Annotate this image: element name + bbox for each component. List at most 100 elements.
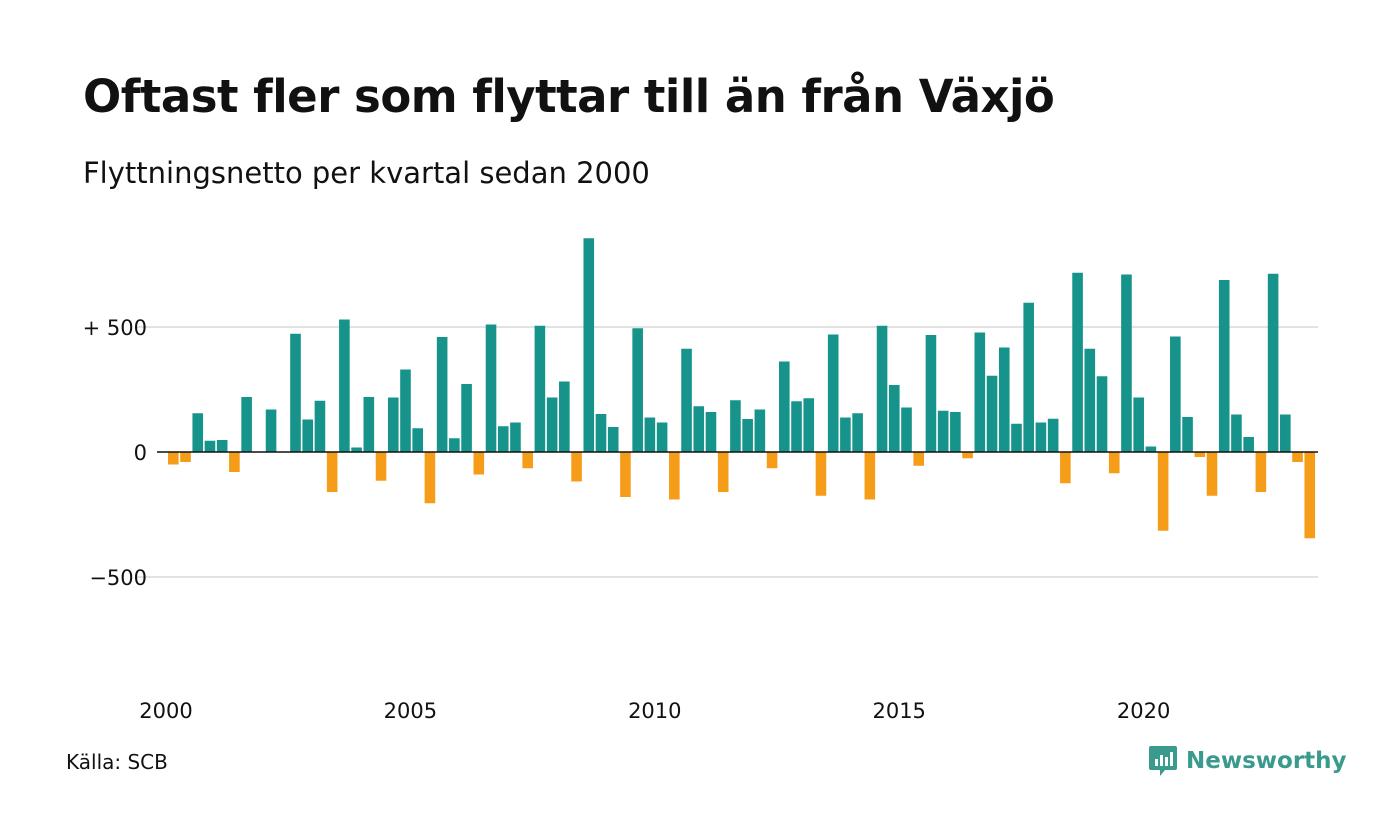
- bar-positive: [1218, 280, 1230, 452]
- bar-positive: [1280, 414, 1291, 452]
- bar-negative: [1304, 452, 1316, 539]
- bar-positive: [1231, 414, 1242, 452]
- x-tick-label: 2005: [384, 699, 437, 723]
- bar-negative: [962, 452, 973, 459]
- bar-positive: [546, 397, 558, 452]
- bar-positive: [754, 409, 766, 452]
- bar-positive: [1121, 274, 1132, 452]
- bar-positive: [400, 369, 411, 452]
- bar-negative: [1292, 452, 1303, 462]
- bar-negative: [766, 452, 778, 469]
- source-note: Källa: SCB: [66, 750, 168, 774]
- bar-positive: [314, 400, 326, 452]
- bar-positive: [607, 427, 619, 452]
- bar-positive: [351, 447, 362, 452]
- bar-positive: [1243, 437, 1254, 452]
- bar-positive: [192, 413, 204, 452]
- bar-positive: [302, 419, 314, 452]
- bar-positive: [705, 412, 717, 452]
- x-tick-label: 2020: [1117, 699, 1170, 723]
- bar-negative: [1108, 452, 1120, 474]
- bar-chart: + 500 0 −500 2000 2005 2010 2015 2020: [83, 238, 1318, 723]
- bar-positive: [204, 440, 216, 452]
- bar-negative: [669, 452, 680, 500]
- bar-positive: [986, 375, 998, 452]
- x-tick-label: 2000: [139, 699, 192, 723]
- bar-negative: [1060, 452, 1071, 484]
- bar-negative: [473, 452, 485, 475]
- bar-positive: [436, 337, 448, 452]
- bar-positive: [901, 407, 912, 452]
- bar-positive: [827, 334, 839, 452]
- bar-positive: [876, 325, 888, 452]
- bar-positive: [693, 406, 705, 452]
- bar-positive: [1145, 446, 1157, 452]
- bar-negative: [620, 452, 631, 497]
- bar-positive: [510, 422, 521, 452]
- bar-positive: [290, 333, 301, 452]
- bar-positive: [840, 417, 851, 452]
- bar-positive: [1023, 302, 1034, 452]
- x-tick-label: 2010: [628, 699, 681, 723]
- bar-positive: [559, 381, 570, 452]
- bar-positive: [412, 428, 423, 452]
- bar-negative: [1194, 452, 1206, 457]
- x-axis-labels: 2000 2005 2010 2015 2020: [139, 699, 1170, 723]
- bars: [168, 238, 1316, 539]
- bar-positive: [974, 332, 986, 452]
- newsworthy-logo-icon: [1149, 746, 1177, 776]
- bar-positive: [779, 361, 790, 452]
- bar-negative: [522, 452, 533, 469]
- bar-positive: [1182, 417, 1193, 452]
- y-tick-label: −500: [89, 566, 147, 590]
- bar-positive: [803, 398, 815, 452]
- bar-positive: [1133, 397, 1144, 452]
- bar-positive: [937, 410, 949, 452]
- bar-negative: [913, 452, 925, 466]
- bar-positive: [1011, 423, 1022, 452]
- bar-positive: [1035, 422, 1047, 452]
- bar-positive: [681, 348, 692, 452]
- bar-positive: [1096, 376, 1108, 452]
- bar-positive: [241, 397, 252, 452]
- bar-positive: [339, 319, 350, 452]
- bar-positive: [852, 413, 863, 452]
- bar-positive: [534, 325, 546, 452]
- bar-positive: [1047, 418, 1059, 452]
- y-tick-label: 0: [134, 441, 147, 465]
- bar-positive: [730, 400, 741, 452]
- bar-negative: [717, 452, 729, 492]
- y-axis-labels: + 500 0 −500: [83, 316, 147, 590]
- bar-positive: [742, 419, 753, 452]
- chart-subtitle: Flyttningsnetto per kvartal sedan 2000: [83, 156, 650, 190]
- bar-negative: [424, 452, 436, 504]
- bar-negative: [168, 452, 179, 465]
- y-tick-label: + 500: [83, 316, 147, 340]
- bar-positive: [363, 397, 375, 452]
- bar-positive: [1072, 272, 1083, 452]
- bar-positive: [998, 347, 1010, 452]
- bar-negative: [864, 452, 876, 500]
- bar-positive: [925, 335, 937, 452]
- bar-positive: [1170, 336, 1181, 452]
- gridlines: [135, 326, 1318, 578]
- bar-positive: [265, 409, 277, 452]
- bar-negative: [1157, 452, 1169, 531]
- bar-positive: [449, 438, 460, 452]
- bar-positive: [950, 412, 961, 452]
- bar-negative: [1255, 452, 1267, 492]
- chart-title: Oftast fler som flyttar till än från Väx…: [83, 70, 1055, 123]
- bar-negative: [229, 452, 240, 472]
- bar-positive: [632, 328, 643, 452]
- bar-positive: [656, 422, 668, 452]
- bar-positive: [387, 397, 399, 452]
- bar-negative: [815, 452, 827, 496]
- brand-logo[interactable]: Newsworthy: [1148, 744, 1347, 778]
- bar-negative: [326, 452, 338, 492]
- bar-positive: [888, 385, 900, 452]
- bar-positive: [1084, 348, 1096, 452]
- bar-positive: [583, 238, 595, 452]
- bar-positive: [485, 324, 497, 452]
- brand-name: Newsworthy: [1186, 748, 1347, 774]
- bar-positive: [461, 384, 472, 452]
